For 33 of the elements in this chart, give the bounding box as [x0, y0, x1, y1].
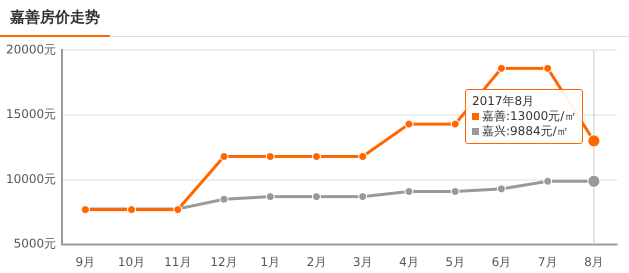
point	[543, 64, 552, 73]
y-tick-label: 10000元	[6, 172, 56, 186]
x-tick-label: 11月	[164, 254, 192, 269]
x-tick-label: 6月	[492, 254, 512, 269]
point	[312, 192, 321, 202]
annotation: :9884元/㎡	[506, 124, 569, 139]
x-tick-label: 4月	[399, 254, 419, 269]
annotation: :13000元/㎡	[506, 109, 576, 124]
point	[450, 120, 460, 129]
point	[404, 120, 414, 129]
point	[496, 64, 506, 73]
x-tick-label: 2月	[306, 254, 326, 269]
point	[543, 176, 552, 186]
y-tick-label: 5000元	[14, 236, 56, 251]
x-tick-label: 1月	[260, 254, 280, 269]
x-tick-label: 12月	[210, 254, 238, 269]
x-tick-label: 3月	[352, 254, 373, 269]
x-tick-label: 7月	[538, 254, 558, 269]
chart-title: 嘉善房价走势	[0, 0, 110, 37]
point	[220, 194, 228, 204]
y-tick-label: 15000元	[6, 107, 56, 122]
x-tick-label: 5月	[445, 254, 465, 269]
point	[266, 192, 275, 202]
legend-label: 嘉兴	[482, 124, 506, 139]
point	[358, 192, 368, 202]
x-tick-label: 10月	[118, 254, 146, 269]
point	[496, 184, 506, 194]
annotation: 2017年8月	[472, 94, 534, 109]
point	[358, 152, 368, 161]
legend-label: 嘉善	[482, 109, 506, 124]
x-tick-label: 9月	[75, 254, 96, 269]
x-tick-label: 8月	[584, 254, 604, 269]
y-tick-label: 20000元	[6, 42, 56, 56]
